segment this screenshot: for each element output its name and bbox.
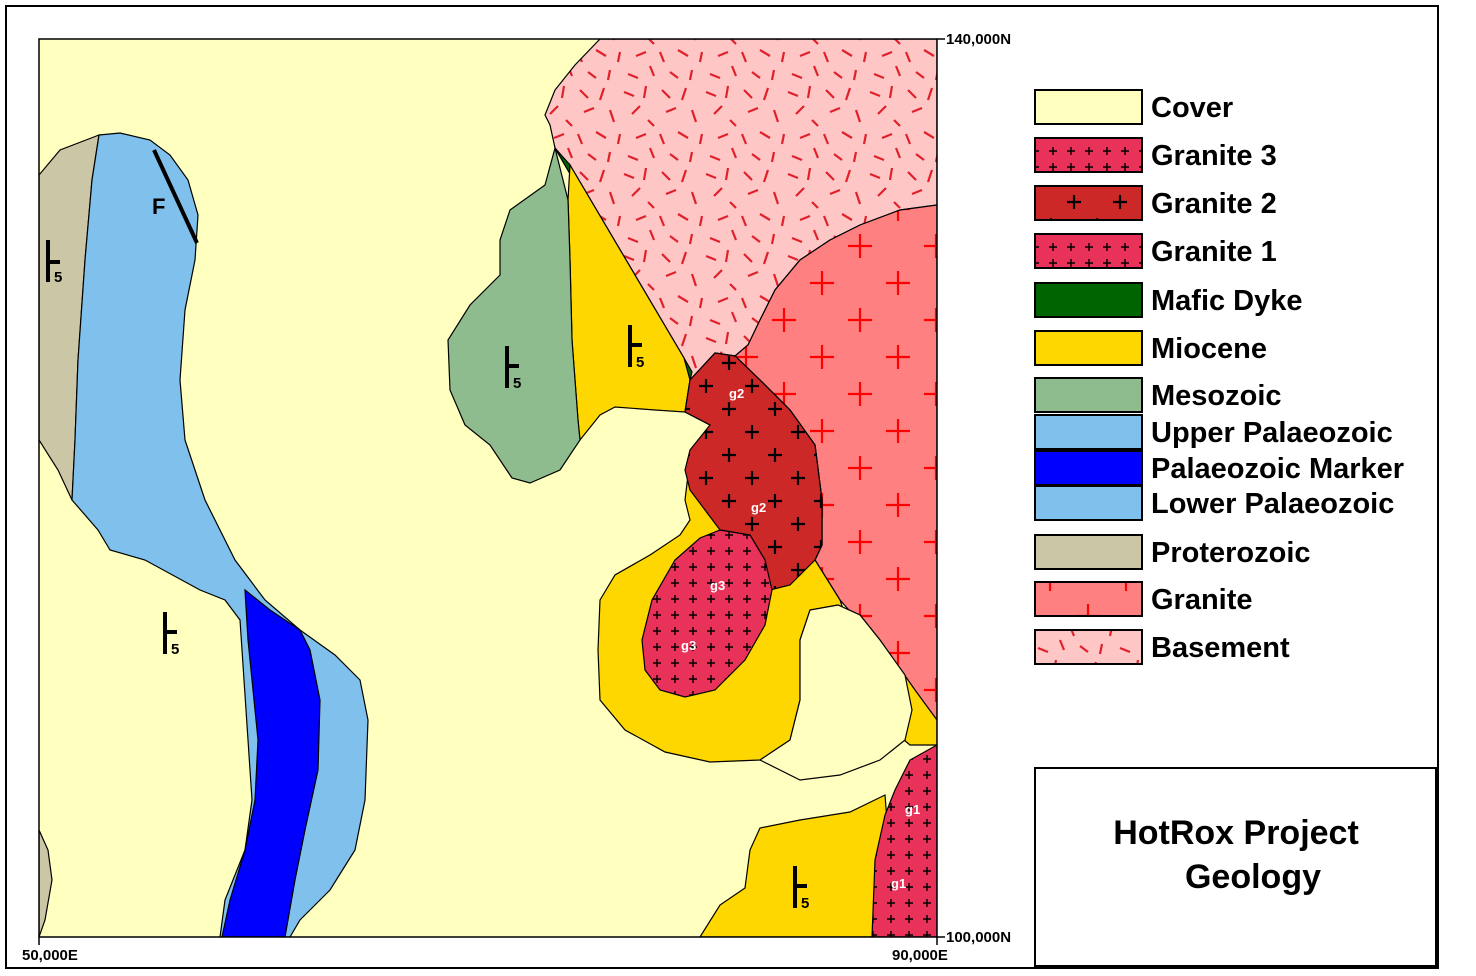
- coord-north-bottom: 100,000N: [946, 929, 1011, 946]
- map-frame: [38, 38, 938, 938]
- title-box: [1034, 767, 1437, 967]
- fault-label: F: [152, 194, 165, 219]
- legend-swatch-cover: [1034, 89, 1143, 125]
- legend-swatch-lower-palaeozoic: [1034, 485, 1143, 521]
- dip-value-5: 5: [801, 895, 809, 912]
- dip-value-2: 5: [171, 641, 179, 658]
- g1-label-upper: g1: [905, 802, 920, 817]
- coord-east-right: 90,000E: [892, 947, 948, 964]
- proterozoic-sliver: [39, 829, 53, 937]
- legend-label-lower-palaeozoic: Lower Palaeozoic: [1151, 488, 1394, 520]
- dip-symbol-5: [793, 866, 807, 908]
- legend-label-granite1: Granite 1: [1151, 236, 1277, 268]
- cover-embayment: [758, 604, 913, 781]
- fault-line: [152, 149, 199, 244]
- g2-label-lower: g2: [751, 500, 766, 515]
- dip-value-1: 5: [54, 269, 62, 286]
- legend-label-upper-palaeozoic: Upper Palaeozoic: [1151, 417, 1393, 449]
- legend-label-mesozoic: Mesozoic: [1151, 380, 1282, 412]
- legend-swatch-granite: [1034, 581, 1143, 617]
- g3-label-lower: g3: [681, 638, 696, 653]
- legend-label-granite3: Granite 3: [1151, 140, 1277, 172]
- dip-symbol-3: [505, 346, 519, 388]
- legend-label-palaeozoic-marker: Palaeozoic Marker: [1151, 453, 1404, 485]
- legend-swatch-palaeozoic-marker: [1034, 450, 1143, 486]
- legend-label-miocene: Miocene: [1151, 333, 1267, 365]
- legend-swatch-granite1: [1034, 233, 1143, 269]
- mesozoic-unit: [447, 145, 581, 484]
- legend-swatch-mafic-dyke: [1034, 282, 1143, 318]
- legend-swatch-basement: [1034, 629, 1143, 665]
- g1-label-lower: g1: [891, 876, 906, 891]
- title-line-1: HotRox Project: [1113, 814, 1359, 852]
- legend-swatch-granite3: [1034, 137, 1143, 173]
- legend: Cover Granite 3 Granite 2 Granite 1 Mafic Dy…: [1034, 89, 1404, 665]
- legend-swatch-upper-palaeozoic: [1034, 414, 1143, 450]
- dip-symbol-1: [46, 240, 60, 282]
- dip-symbol-4: [628, 325, 642, 367]
- granite-1-unit: [871, 744, 937, 937]
- legend-label-cover: Cover: [1151, 92, 1233, 124]
- title-line-2: Geology: [1185, 858, 1321, 896]
- coord-east-left: 50,000E: [22, 947, 78, 964]
- legend-label-granite: Granite: [1151, 584, 1253, 616]
- legend-swatch-mesozoic: [1034, 377, 1143, 413]
- g2-label-upper: g2: [729, 386, 744, 401]
- legend-swatch-proterozoic: [1034, 534, 1143, 570]
- dip-symbol-2: [163, 612, 177, 654]
- g3-label-upper: g3: [710, 578, 725, 593]
- map-area: [39, 39, 937, 937]
- legend-label-mafic-dyke: Mafic Dyke: [1151, 285, 1303, 317]
- dip-value-4: 5: [636, 354, 644, 371]
- palaeozoic-marker-unit: [221, 588, 321, 937]
- legend-label-proterozoic: Proterozoic: [1151, 537, 1311, 569]
- granite-3-unit: [641, 529, 773, 698]
- legend-swatch-granite2: [1034, 185, 1143, 221]
- coord-north-top: 140,000N: [946, 31, 1011, 48]
- legend-label-granite2: Granite 2: [1151, 188, 1277, 220]
- legend-swatch-miocene: [1034, 330, 1143, 366]
- legend-label-basement: Basement: [1151, 632, 1290, 664]
- dip-value-3: 5: [513, 375, 521, 392]
